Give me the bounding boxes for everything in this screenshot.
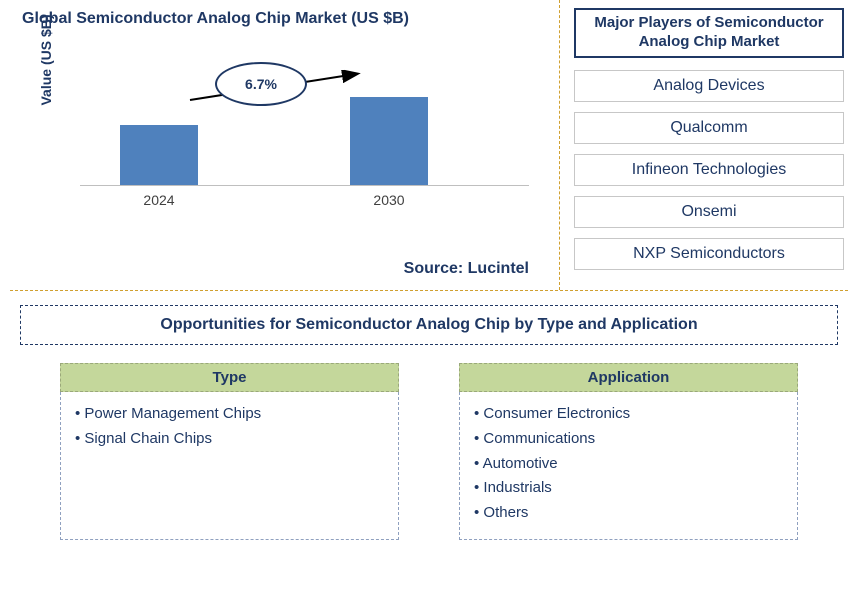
player-item: Infineon Technologies	[574, 154, 844, 186]
players-header: Major Players of Semiconductor Analog Ch…	[574, 8, 844, 58]
player-item: Onsemi	[574, 196, 844, 228]
bar	[120, 125, 198, 185]
opportunities-header: Opportunities for Semiconductor Analog C…	[20, 305, 838, 345]
cagr-badge: 6.7%	[215, 62, 307, 106]
opportunities-list-item: Signal Chain Chips	[75, 427, 384, 452]
opportunities-list-item: Others	[474, 501, 783, 526]
opportunities-list-item: Communications	[474, 427, 783, 452]
chart-column: Global Semiconductor Analog Chip Market …	[0, 0, 560, 290]
chart-area: 6.7% 2024 2030	[80, 56, 529, 206]
horizontal-divider	[10, 290, 848, 291]
opportunities-list: Power Management ChipsSignal Chain Chips	[60, 392, 399, 540]
player-item: NXP Semiconductors	[574, 238, 844, 270]
opportunities-column-header: Type	[60, 363, 399, 392]
opportunities-list-item: Automotive	[474, 452, 783, 477]
opportunities-column: ApplicationConsumer ElectronicsCommunica…	[459, 363, 798, 540]
source-attribution: Source: Lucintel	[404, 260, 529, 278]
cagr-value: 6.7%	[245, 76, 277, 92]
opportunities-row: TypePower Management ChipsSignal Chain C…	[0, 363, 858, 540]
players-column: Major Players of Semiconductor Analog Ch…	[560, 0, 858, 290]
opportunities-column-header: Application	[459, 363, 798, 392]
bar	[350, 97, 428, 185]
bar-plot: 6.7%	[80, 56, 529, 186]
opportunities-column: TypePower Management ChipsSignal Chain C…	[60, 363, 399, 540]
players-list: Analog Devices Qualcomm Infineon Technolog…	[574, 70, 844, 270]
opportunities-list-item: Consumer Electronics	[474, 402, 783, 427]
bar-category-label: 2030	[350, 192, 428, 208]
bar-category-label: 2024	[120, 192, 198, 208]
chart-title: Global Semiconductor Analog Chip Market …	[0, 0, 559, 28]
opportunities-list: Consumer ElectronicsCommunicationsAutomo…	[459, 392, 798, 540]
opportunities-list-item: Industrials	[474, 476, 783, 501]
y-axis-label: Value (US $B)	[38, 0, 54, 120]
opportunities-list-item: Power Management Chips	[75, 402, 384, 427]
top-row: Global Semiconductor Analog Chip Market …	[0, 0, 858, 290]
player-item: Analog Devices	[574, 70, 844, 102]
player-item: Qualcomm	[574, 112, 844, 144]
